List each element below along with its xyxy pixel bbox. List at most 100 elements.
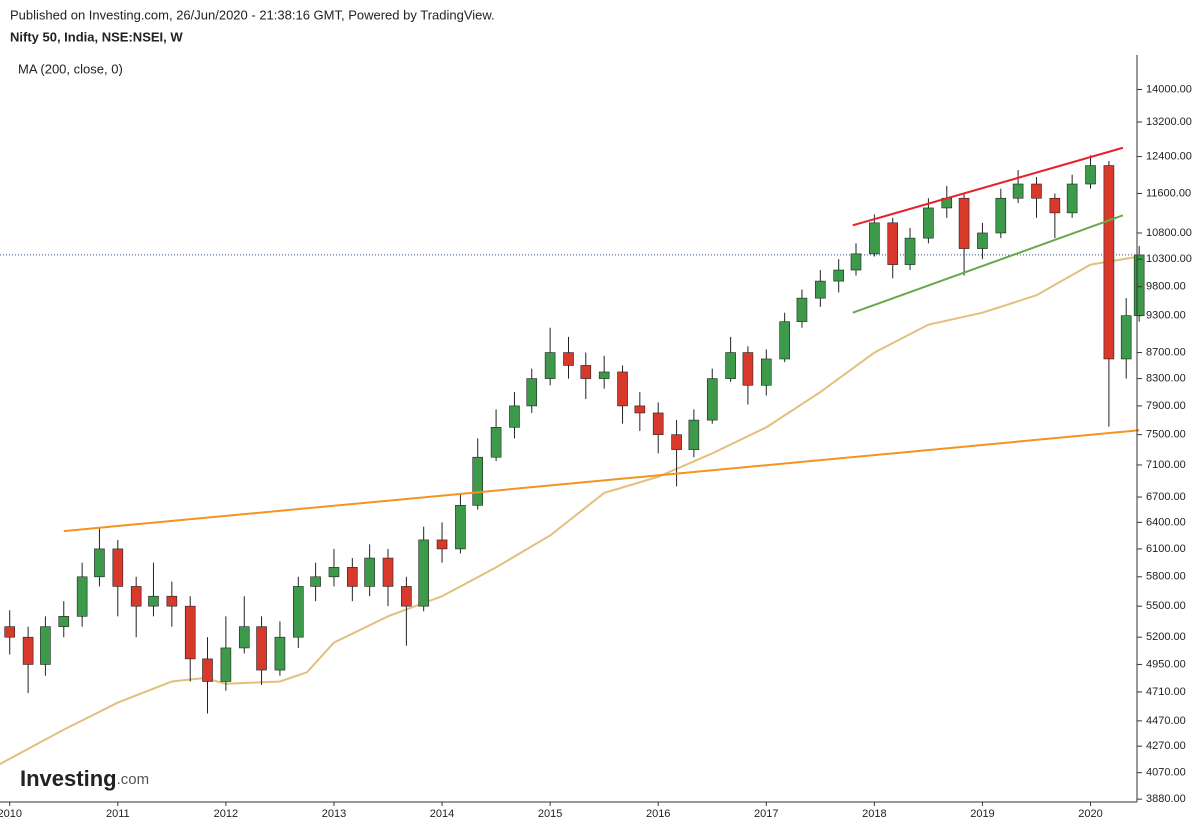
y-tick-label: 10300.00 xyxy=(1146,253,1192,265)
x-tick-label: 2014 xyxy=(430,808,454,820)
candle-body xyxy=(544,352,556,379)
candle-body xyxy=(310,576,321,587)
y-tick-label: 5800.00 xyxy=(1146,571,1186,583)
symbol-title: Nifty 50, India, NSE:NSEI, W xyxy=(10,29,183,44)
y-tick-label: 4710.00 xyxy=(1146,686,1186,698)
candle-body xyxy=(256,626,267,671)
y-tick-label: 6400.00 xyxy=(1146,516,1186,528)
y-tick-label: 5500.00 xyxy=(1146,600,1186,612)
candle-body xyxy=(58,616,70,627)
y-tick-label: 4070.00 xyxy=(1146,767,1186,779)
candle-body xyxy=(869,222,880,255)
candle-body xyxy=(4,626,16,638)
candle-body xyxy=(671,434,682,450)
candle-body xyxy=(112,548,124,587)
y-tick-label: 7500.00 xyxy=(1146,429,1186,441)
candle-body xyxy=(634,405,646,414)
candle-body xyxy=(887,222,899,265)
candle-body xyxy=(617,371,628,407)
candle-body xyxy=(923,207,934,239)
plot-area xyxy=(0,146,1145,766)
candle-body xyxy=(958,197,970,249)
y-tick-label: 9800.00 xyxy=(1146,281,1186,293)
y-tick-label: 9300.00 xyxy=(1146,310,1186,322)
candle-body xyxy=(436,539,448,550)
candle-body xyxy=(401,586,412,607)
candle-body xyxy=(1066,183,1078,214)
x-tick-label: 2018 xyxy=(862,808,886,820)
candle-body xyxy=(1120,315,1132,360)
candle-body xyxy=(184,605,196,660)
ma-legend: MA (200, close, 0) xyxy=(18,61,123,76)
candle-body xyxy=(1103,165,1115,360)
candle-body xyxy=(76,576,88,617)
x-tick-label: 2017 xyxy=(754,808,778,820)
y-tick-label: 8700.00 xyxy=(1146,346,1186,358)
candle-body xyxy=(455,505,466,550)
candle-body xyxy=(418,539,429,607)
candle-body xyxy=(382,557,394,587)
y-tick-label: 10800.00 xyxy=(1146,227,1192,239)
trendline xyxy=(63,429,1140,533)
candle-body xyxy=(328,567,340,578)
y-tick-label: 12400.00 xyxy=(1146,150,1192,162)
y-tick-label: 8300.00 xyxy=(1146,372,1186,384)
candle-body xyxy=(977,232,988,249)
candle-body xyxy=(166,595,178,607)
x-tick-label: 2011 xyxy=(106,808,130,820)
candle-body xyxy=(706,378,718,421)
x-tick-label: 2015 xyxy=(538,808,562,820)
candle-body xyxy=(563,352,574,366)
moving-average-line xyxy=(0,255,1140,766)
candle-body xyxy=(760,358,772,386)
candle-body xyxy=(598,371,610,379)
y-tick-label: 11600.00 xyxy=(1146,187,1191,199)
candle-body xyxy=(526,378,538,407)
y-tick-label: 7900.00 xyxy=(1146,400,1186,412)
candle-body xyxy=(779,321,790,360)
candle-body xyxy=(220,647,232,682)
candle-body xyxy=(1085,165,1096,185)
candle-body xyxy=(580,365,592,379)
published-note: Published on Investing.com, 26/Jun/2020 … xyxy=(10,7,495,22)
x-tick-label: 2020 xyxy=(1078,808,1102,820)
candle-body xyxy=(1133,254,1145,316)
candle-body xyxy=(148,595,159,607)
y-tick-label: 4950.00 xyxy=(1146,658,1186,670)
x-tick-label: 2012 xyxy=(214,808,238,820)
logo: Investing.com xyxy=(20,766,149,791)
candle-body xyxy=(1031,183,1042,199)
candle-body xyxy=(652,412,664,435)
candle-body xyxy=(202,658,213,682)
x-tick-label: 2013 xyxy=(322,808,346,820)
candle-body xyxy=(274,636,286,671)
candle-body xyxy=(472,456,484,506)
candle-body xyxy=(347,567,358,587)
y-tick-label: 4470.00 xyxy=(1146,715,1186,727)
candle-body xyxy=(22,636,34,665)
y-tick-label: 6100.00 xyxy=(1146,543,1186,555)
candle-body xyxy=(904,237,916,265)
y-tick-label: 4270.00 xyxy=(1146,740,1186,752)
y-tick-label: 13200.00 xyxy=(1146,116,1192,128)
y-tick-label: 7100.00 xyxy=(1146,459,1186,471)
candle-body xyxy=(995,197,1007,234)
candle-body xyxy=(850,253,862,271)
y-tick-label: 5200.00 xyxy=(1146,631,1186,643)
y-tick-label: 3880.00 xyxy=(1146,793,1186,805)
candle-body xyxy=(796,297,808,322)
candle-body xyxy=(725,352,736,379)
candle-body xyxy=(1012,183,1024,199)
candle-body xyxy=(293,586,304,638)
candle-body xyxy=(130,586,142,607)
x-tick-label: 2019 xyxy=(970,808,994,820)
candle-body xyxy=(815,280,826,299)
candle-body xyxy=(238,626,250,649)
trendline xyxy=(852,146,1124,227)
candle-body xyxy=(364,557,375,587)
candle-body xyxy=(688,419,700,450)
y-tick-label: 6700.00 xyxy=(1146,491,1186,503)
candle-body xyxy=(509,405,520,428)
y-tick-label: 14000.00 xyxy=(1146,83,1192,95)
